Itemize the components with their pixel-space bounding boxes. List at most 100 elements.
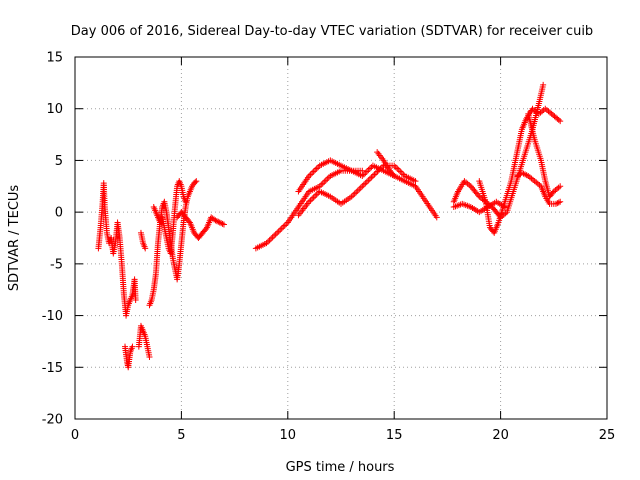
data-point — [272, 231, 279, 238]
series-arc-n — [476, 105, 564, 236]
x-tick-label: 15 — [386, 428, 403, 443]
data-point — [390, 171, 397, 178]
data-point — [310, 168, 317, 175]
data-point — [353, 189, 360, 196]
series-arc-o — [514, 169, 564, 207]
data-point — [359, 183, 366, 190]
data-point — [357, 184, 364, 191]
y-tick-label: 15 — [46, 51, 63, 66]
series-arc-a — [95, 180, 139, 319]
data-point — [369, 172, 376, 179]
data-point — [132, 297, 139, 304]
data-point — [557, 118, 564, 125]
data-point — [360, 181, 367, 188]
data-point — [360, 171, 367, 178]
series-arc-k — [374, 149, 398, 179]
series-arc-f — [150, 178, 189, 257]
data-point — [271, 232, 278, 239]
x-axis-label: GPS time / hours — [286, 460, 395, 475]
y-tick-label: 0 — [55, 206, 63, 221]
series-arc-j — [295, 162, 419, 219]
data-point — [397, 168, 404, 175]
series-arc-b — [122, 343, 136, 371]
data-point — [549, 189, 556, 196]
data-points — [95, 81, 564, 371]
data-point — [475, 192, 482, 199]
data-point — [356, 186, 363, 193]
data-point — [362, 180, 369, 187]
data-point — [312, 192, 319, 199]
data-point — [363, 168, 370, 175]
data-point — [395, 167, 402, 174]
data-point — [321, 178, 328, 185]
y-tick-label: -5 — [50, 257, 63, 272]
data-point — [365, 167, 372, 174]
data-point — [363, 178, 370, 185]
data-point — [212, 217, 219, 224]
data-point — [354, 187, 361, 194]
data-point — [391, 172, 398, 179]
data-point — [313, 165, 320, 172]
data-point — [146, 353, 153, 360]
data-point — [394, 165, 401, 172]
data-point — [392, 164, 399, 171]
data-point — [219, 220, 226, 227]
data-point — [274, 229, 281, 236]
data-point — [307, 197, 314, 204]
data-point — [366, 175, 373, 182]
data-point — [193, 178, 200, 185]
data-point — [322, 177, 329, 184]
data-point — [522, 171, 529, 178]
y-tick-label: 5 — [55, 154, 63, 169]
y-tick-label: -20 — [42, 413, 63, 428]
data-point — [275, 228, 282, 235]
x-tick-label: 5 — [177, 428, 185, 443]
data-point — [129, 343, 136, 350]
data-point — [557, 183, 564, 190]
x-tick-label: 25 — [599, 428, 616, 443]
plot-frame — [74, 56, 608, 420]
data-point — [192, 179, 199, 186]
data-point — [540, 81, 547, 88]
chart-title: Day 006 of 2016, Sidereal Day-to-day VTE… — [71, 24, 593, 39]
series-arc-h — [252, 162, 440, 252]
data-point — [365, 177, 372, 184]
data-point — [215, 218, 222, 225]
data-point — [359, 167, 366, 174]
data-point — [433, 214, 440, 221]
data-point — [555, 199, 562, 206]
data-point — [277, 226, 284, 233]
data-point — [268, 235, 275, 242]
data-point — [312, 167, 319, 174]
x-tick-label: 20 — [492, 428, 509, 443]
data-point — [412, 178, 419, 185]
data-point — [218, 220, 225, 227]
x-tick-label: 10 — [280, 428, 297, 443]
y-tick-label: -15 — [42, 361, 63, 376]
data-point — [310, 194, 317, 201]
data-point — [278, 225, 285, 232]
data-point — [351, 190, 358, 197]
y-tick-label: -10 — [42, 309, 63, 324]
data-point — [220, 221, 227, 228]
data-point — [266, 237, 273, 244]
data-point — [307, 171, 314, 178]
axis-ticks: 0 5 10 15 20 25 -20 -15 -10 -5 0 5 10 15 — [42, 51, 616, 444]
data-point — [557, 198, 564, 205]
data-point — [309, 169, 316, 176]
data-point — [185, 218, 192, 225]
data-point — [216, 219, 223, 226]
series-arc-p — [525, 110, 564, 200]
series-arc-c — [135, 322, 153, 360]
grid — [75, 57, 607, 419]
data-point — [213, 218, 220, 225]
series-arc-m — [450, 198, 508, 216]
series-arc-g — [174, 209, 227, 241]
data-point — [350, 192, 357, 199]
data-point — [281, 222, 288, 229]
series-arc-i — [295, 157, 366, 195]
data-point — [398, 169, 405, 176]
data-point — [283, 220, 290, 227]
data-point — [280, 223, 287, 230]
